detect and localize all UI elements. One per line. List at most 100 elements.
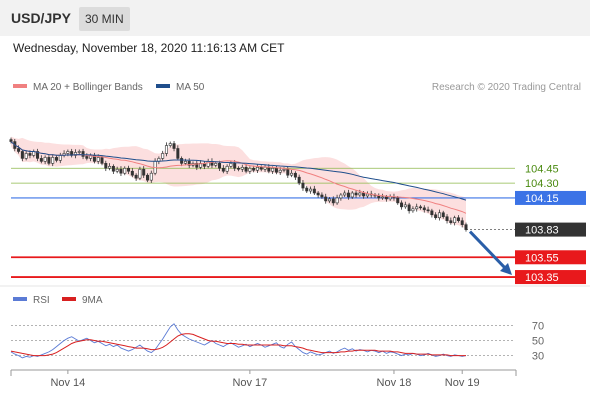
candle-body bbox=[362, 192, 366, 197]
candle-body bbox=[418, 206, 422, 209]
candle-body bbox=[237, 167, 241, 170]
candle-body bbox=[24, 153, 28, 159]
ma50-line bbox=[10, 141, 467, 201]
candle bbox=[415, 203, 419, 212]
legend-label-rsi: RSI bbox=[33, 295, 50, 306]
candle-body bbox=[20, 151, 24, 159]
candle-body bbox=[104, 163, 108, 169]
candle bbox=[73, 149, 77, 159]
candle-body bbox=[229, 163, 233, 167]
candle bbox=[255, 164, 259, 174]
timeframe-button[interactable]: 30 MIN bbox=[79, 7, 130, 31]
candle bbox=[104, 160, 108, 172]
candle-body bbox=[180, 158, 184, 164]
candle bbox=[96, 154, 100, 165]
candle bbox=[434, 212, 438, 220]
candle-body bbox=[240, 166, 244, 170]
candle-body bbox=[149, 172, 153, 181]
candle bbox=[422, 205, 426, 213]
candle-body bbox=[358, 192, 362, 196]
level-badge-104.15 bbox=[515, 190, 586, 205]
candle bbox=[237, 166, 241, 172]
candle bbox=[134, 173, 138, 181]
candle-body bbox=[54, 157, 58, 161]
candle-body bbox=[233, 163, 237, 169]
level-label-103.55: 103.55 bbox=[525, 252, 559, 264]
level-label-103.35: 103.35 bbox=[525, 272, 559, 284]
candle bbox=[119, 166, 123, 176]
candle-body bbox=[365, 193, 369, 197]
candle-body bbox=[130, 170, 134, 176]
candle-body bbox=[134, 174, 138, 179]
candle bbox=[233, 160, 237, 172]
legend-swatch-rsi bbox=[13, 297, 27, 301]
candle-body bbox=[305, 187, 309, 192]
candle bbox=[381, 193, 385, 200]
candle-body bbox=[119, 168, 123, 174]
bollinger-band bbox=[11, 136, 466, 229]
top-bar: USD/JPY 30 MIN bbox=[0, 0, 590, 36]
candle bbox=[108, 163, 112, 171]
level-label-104.45: 104.45 bbox=[525, 163, 559, 175]
candle-body bbox=[415, 206, 419, 210]
candle-body bbox=[146, 174, 150, 181]
candle-body bbox=[331, 198, 335, 204]
candle bbox=[252, 165, 256, 173]
candle-body bbox=[309, 188, 313, 192]
candle bbox=[161, 150, 165, 161]
candle bbox=[138, 166, 142, 181]
candle-body bbox=[445, 216, 449, 221]
candle bbox=[111, 164, 115, 175]
candle-body bbox=[36, 151, 40, 159]
candle bbox=[142, 166, 146, 178]
ma20-line bbox=[10, 141, 467, 214]
candle-body bbox=[426, 209, 430, 212]
x-tick-label: Nov 18 bbox=[377, 377, 412, 389]
candle bbox=[346, 189, 350, 200]
candle-body bbox=[297, 176, 301, 184]
candle bbox=[354, 190, 358, 198]
candle bbox=[411, 206, 415, 213]
candle-body bbox=[430, 210, 434, 216]
candle-body bbox=[350, 192, 354, 198]
candle bbox=[127, 165, 131, 175]
candle bbox=[456, 215, 460, 223]
candle-body bbox=[456, 217, 460, 221]
candle bbox=[430, 208, 434, 218]
level-badge-103.35 bbox=[515, 270, 586, 285]
candle-body bbox=[142, 168, 146, 176]
candle bbox=[460, 217, 464, 228]
candle-body bbox=[316, 192, 320, 196]
candle bbox=[9, 137, 13, 144]
candle bbox=[229, 160, 233, 169]
candle bbox=[327, 196, 331, 203]
candle-body bbox=[464, 224, 468, 230]
candle-body bbox=[312, 188, 316, 194]
candle-body bbox=[441, 212, 445, 218]
candle bbox=[418, 204, 422, 210]
candle bbox=[297, 174, 301, 186]
candle-body bbox=[403, 204, 407, 208]
candle-body bbox=[449, 220, 453, 223]
candle bbox=[244, 164, 248, 174]
candle-body bbox=[225, 166, 229, 172]
candle-body bbox=[388, 196, 392, 200]
candle-body bbox=[267, 166, 271, 172]
candle-body bbox=[187, 161, 191, 166]
x-tick-label: Nov 19 bbox=[445, 377, 480, 389]
candle bbox=[339, 193, 343, 201]
candle-body bbox=[164, 145, 168, 154]
candle bbox=[335, 194, 339, 205]
candle-body bbox=[108, 166, 112, 169]
candle-body bbox=[381, 196, 385, 199]
candle-body bbox=[9, 139, 13, 142]
last-price-label: 103.83 bbox=[525, 225, 559, 237]
candle bbox=[176, 145, 180, 161]
candle-body bbox=[282, 168, 286, 171]
candle-body bbox=[58, 155, 62, 161]
projection-arrow bbox=[468, 230, 510, 273]
candle-body bbox=[195, 163, 199, 168]
candle-body bbox=[286, 168, 290, 176]
legend-swatch-bollinger bbox=[13, 84, 27, 88]
candle bbox=[168, 141, 172, 148]
